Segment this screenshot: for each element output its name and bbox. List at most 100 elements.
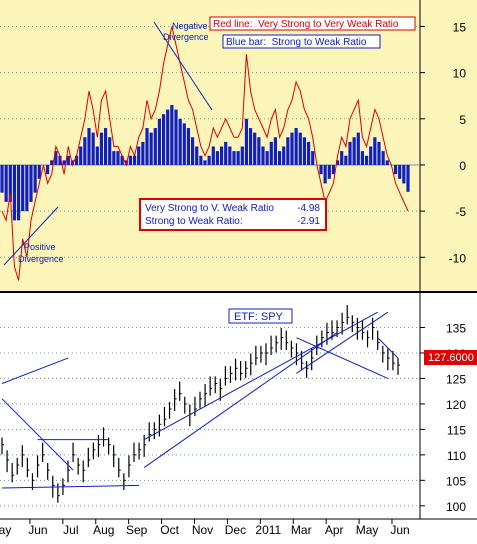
blue-bar (79, 146, 83, 165)
positive-divergence-label-2: Divergence (18, 254, 64, 264)
blue-bar (58, 155, 62, 165)
blue-bar (360, 151, 365, 165)
blue-bar (12, 164, 17, 221)
price-tag-text: 127.6000 (428, 352, 474, 364)
lower-tick-label: 120 (446, 398, 466, 412)
blue-bar (54, 151, 58, 165)
red-legend-text: Red line: Very Strong to Very Weak Ratio (213, 19, 399, 30)
blue-bar (157, 118, 162, 165)
upper-tick-label: -10 (449, 251, 467, 265)
blue-bar (373, 137, 377, 165)
blue-bar (393, 164, 398, 175)
x-tick-label: Mar (291, 523, 312, 537)
blue-bar (219, 146, 224, 165)
red-ratio-line (1, 26, 409, 281)
blue-bar (240, 146, 244, 165)
x-tick-label: Nov (192, 523, 213, 537)
blue-bar (265, 151, 269, 165)
trend-line (1, 357, 69, 384)
blue-bar (190, 137, 195, 165)
readout-box (139, 198, 327, 231)
etf-title-box (228, 308, 293, 324)
upper-y-ticks: 15 10 5 0 -5 -10 (420, 20, 466, 265)
blue-bar (319, 164, 323, 175)
lower-tick-label: 115 (447, 423, 466, 437)
x-tick-label: Sep (126, 523, 148, 537)
readout-value-2: -2.91 (297, 216, 320, 227)
blue-bar (253, 132, 257, 165)
blue-bar (70, 160, 75, 165)
blue-bar (277, 151, 282, 165)
blue-bar (103, 128, 108, 165)
blue-bar (33, 164, 37, 193)
upper-tick-label: 15 (453, 20, 467, 34)
blue-bar (311, 151, 315, 165)
blue-bar (74, 155, 79, 165)
blue-bar (4, 164, 8, 202)
lower-tick-label: 135 (446, 321, 466, 335)
blue-bar (161, 114, 166, 165)
blue-bar (232, 151, 236, 165)
blue-bar (211, 146, 215, 165)
blue-bar (87, 128, 91, 165)
upper-tick-label: 5 (459, 113, 466, 127)
blue-bar (174, 109, 178, 165)
blue-legend-box (222, 34, 381, 49)
x-tick-label: ay (0, 523, 11, 537)
x-tick-label: May (356, 523, 379, 537)
blue-bar (182, 123, 186, 165)
readout-label-2: Strong to Weak Ratio: (145, 216, 243, 227)
blue-bar (298, 132, 302, 165)
blue-bar (124, 160, 128, 165)
etf-title: ETF: SPY (234, 311, 284, 323)
upper-tick-label: 10 (453, 67, 467, 81)
x-tick-label: Aug (93, 523, 114, 537)
blue-bar (199, 155, 203, 165)
blue-bar (66, 155, 70, 165)
blue-bar (257, 137, 261, 165)
blue-bar (120, 155, 124, 165)
blue-bar (356, 132, 360, 165)
blue-bar (344, 155, 348, 165)
blue-bar (95, 146, 99, 165)
x-tick-label: Jul (63, 523, 78, 537)
blue-bar (352, 137, 356, 165)
blue-bar (195, 146, 199, 165)
lower-tick-label: 100 (446, 500, 466, 514)
lower-panel-bg (0, 293, 420, 519)
blue-bar (62, 160, 66, 165)
positive-divergence-label-1: Positive (24, 242, 56, 252)
trend-line (143, 332, 338, 469)
blue-bar (244, 118, 249, 165)
blue-bar (50, 160, 54, 165)
blue-bar (224, 141, 228, 165)
blue-bar (145, 128, 149, 165)
blue-bar (207, 155, 211, 165)
price-tag (424, 350, 477, 365)
blue-bar (228, 146, 232, 165)
blue-bar (170, 104, 174, 165)
trend-line (1, 484, 140, 489)
negative-divergence-label-1: Negative (172, 21, 208, 31)
blue-legend-text: Blue bar: Strong to Weak Ratio (226, 37, 367, 48)
blue-bar (149, 132, 153, 165)
blue-bar (215, 151, 220, 165)
blue-bar (166, 109, 170, 165)
blue-bar (0, 164, 4, 193)
blue-bar (273, 137, 278, 165)
positive-divergence-line (3, 206, 59, 266)
blue-bar (137, 146, 141, 165)
blue-bar (406, 164, 410, 192)
upper-tick-label: -5 (455, 205, 466, 219)
blue-bar (186, 128, 191, 165)
x-tick-label: Oct (160, 523, 179, 537)
blue-bar (377, 141, 381, 165)
lower-tick-label: 105 (446, 474, 466, 488)
blue-bar (398, 164, 402, 179)
x-tick-label: Dec (225, 523, 246, 537)
blue-bar (331, 164, 336, 175)
blue-bar (402, 164, 406, 184)
blue-bar (248, 128, 253, 165)
blue-bar (302, 137, 307, 165)
